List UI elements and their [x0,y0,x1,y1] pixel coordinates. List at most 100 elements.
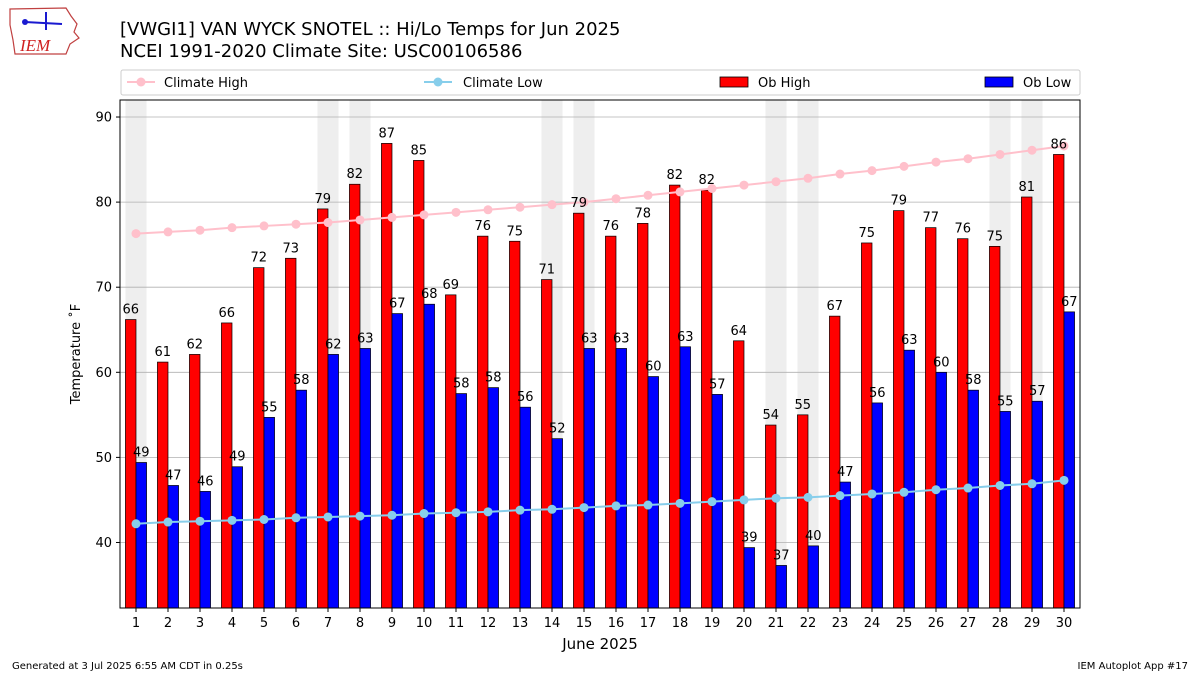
ob-low-data-label: 49 [133,445,150,460]
ob-low-bar [839,481,851,609]
climate-low-point [579,503,589,513]
climate-low-point [867,489,877,499]
climate-high-point [195,225,205,235]
x-tick-label: 7 [324,616,332,631]
x-tick-label: 23 [832,616,849,631]
x-tick-label: 12 [480,616,497,631]
ob-high-data-label: 66 [122,303,139,318]
climate-low-point [1027,479,1037,489]
chart-title: [VWGI1] VAN WYCK SNOTEL :: Hi/Lo Temps f… [120,19,620,40]
climate-low-point [931,485,941,495]
x-tick-label: 22 [800,616,817,631]
ob-high-bar [669,184,681,609]
climate-high-point [963,154,973,164]
ob-high-data-label: 75 [858,226,875,241]
ob-high-data-label: 72 [250,251,267,266]
ob-low-bar [455,393,467,609]
ob-low-data-label: 47 [165,468,182,483]
ob-high-data-label: 79 [890,194,907,209]
climate-high-point [387,212,397,222]
climate-low-point [995,480,1005,490]
weather-station-icon [24,21,63,25]
ob-high-data-label: 87 [378,126,395,141]
x-tick-label: 11 [448,616,465,631]
footer-app: IEM Autoplot App #17 [1078,661,1188,672]
x-tick-label: 20 [736,616,753,631]
climate-low-point [675,498,685,508]
ob-high-bar [317,208,329,609]
ob-low-data-label: 60 [645,360,662,375]
ob-high-data-label: 79 [314,192,331,207]
ob-low-data-label: 63 [357,331,374,346]
climate-low-point [355,511,365,521]
ob-low-data-label: 40 [805,529,822,544]
ob-high-bar [893,210,905,609]
climate-low-point [739,495,749,505]
ob-high-bar [541,279,553,609]
climate-high-point [739,180,749,190]
ob-low-bar [551,438,563,609]
y-axis-label: Temperature ˚F [68,304,84,405]
ob-low-bar [327,354,339,609]
y-tick-label: 50 [95,451,112,466]
ob-low-bar [263,417,275,609]
legend-ob-low-swatch [984,76,1014,88]
ob-low-bar [807,545,819,609]
x-tick-label: 18 [672,616,689,631]
ob-low-data-label: 67 [389,297,406,312]
x-tick-label: 26 [928,616,945,631]
ob-low-bar [999,411,1011,609]
ob-high-bar [861,242,873,609]
climate-low-point [899,487,909,497]
legend: Climate High Climate Low Ob High Ob Low [120,69,1081,96]
climate-high-point [707,183,717,193]
ob-low-bar [359,348,371,609]
iowa-outline-icon [9,7,80,55]
ob-low-bar [487,387,499,609]
climate-high-point [931,157,941,167]
legend-ob-low-label: Ob Low [1023,76,1072,91]
data-labels: 66 61 62 66 72 73 79 82 87 85 69 76 75 71 79 76 78 82 82 64… [122,126,1077,563]
ob-low-data-label: 46 [197,474,214,489]
ob-low-bar [583,348,595,609]
ob-low-data-label: 52 [549,422,566,437]
climate-high-point [579,197,589,207]
climate-low-point [547,504,557,514]
climate-high-point [643,190,653,200]
climate-high-point [803,173,813,183]
climate-high-point [771,177,781,187]
ob-low-bar [423,303,435,609]
ob-low-data-label: 58 [965,373,982,388]
x-tick-label: 1 [132,616,140,631]
climate-high-point [419,210,429,220]
ob-low-data-label: 49 [229,450,246,465]
iem-logo: IEM [9,7,80,55]
climate-high-point [451,207,461,217]
climate-high-line [135,144,1065,235]
ob-high-data-label: 64 [730,324,747,339]
climate-low-point [451,508,461,518]
ob-high-bar [925,227,937,609]
ob-high-data-label: 69 [442,278,459,293]
ob-high-data-label: 82 [346,167,363,182]
climate-high-point [355,215,365,225]
ob-high-data-label: 76 [474,219,491,234]
climate-low-point [259,515,269,525]
chart-subtitle: NCEI 1991-2020 Climate Site: USC00106586 [120,41,522,62]
ob-low-data-label: 68 [421,287,438,302]
ob-high-data-label: 85 [410,143,427,158]
climate-low-point [1059,475,1069,485]
legend-climate-high-marker [136,77,146,87]
ob-high-data-label: 71 [538,263,555,278]
climate-low-point [323,512,333,522]
ob-low-data-label: 56 [869,386,886,401]
climate-high-point [1059,141,1069,151]
anemometer-icon [22,19,28,25]
x-tick-label: 16 [608,616,625,631]
x-tick-label: 10 [416,616,433,631]
x-tick-label: 21 [768,616,785,631]
ob-low-bar [167,485,179,609]
legend-box [120,69,1081,96]
ob-low-bar [231,466,243,609]
